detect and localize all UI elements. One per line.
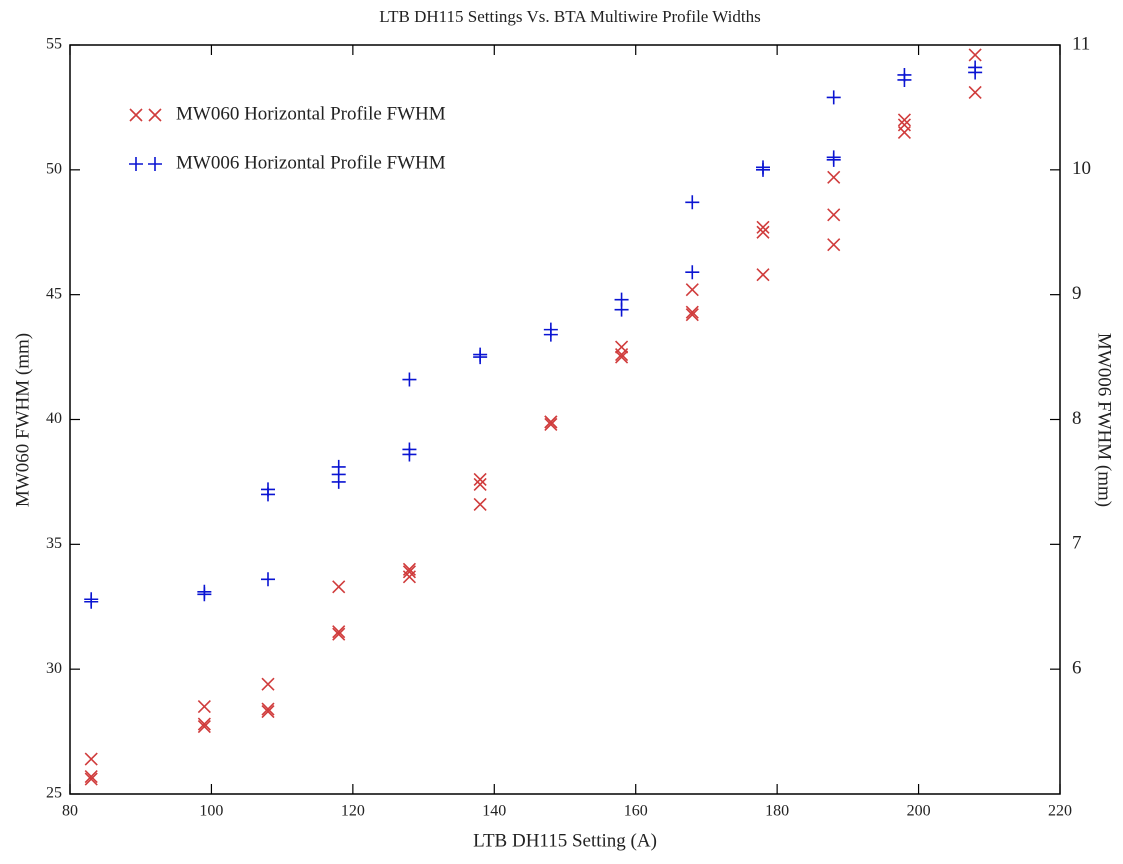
y-axis-label: MW060 FWHM (mm)	[12, 333, 33, 507]
scatter-point	[826, 152, 841, 167]
scatter-point	[615, 348, 629, 362]
scatter-point	[402, 565, 416, 579]
scatter-point	[897, 113, 911, 127]
y2-axis-label: MW006 FWHM (mm)	[1094, 333, 1115, 507]
scatter-point	[197, 717, 211, 731]
x-tick-label: 100	[199, 803, 223, 820]
y2-tick-label: 9	[1072, 283, 1082, 304]
scatter-point	[827, 238, 841, 252]
scatter-point	[685, 305, 699, 319]
scatter-point	[473, 477, 487, 491]
scatter-point	[756, 220, 770, 234]
y-tick-label: 35	[46, 535, 62, 552]
scatter-point	[473, 350, 488, 365]
scatter-point	[756, 162, 770, 177]
legend-marker	[148, 157, 162, 171]
scatter-point	[614, 302, 629, 317]
y2-tick-label: 6	[1072, 658, 1082, 679]
legend-marker	[148, 108, 162, 122]
scatter-point	[332, 580, 346, 594]
scatter-point	[826, 90, 841, 105]
scatter-point	[84, 772, 98, 786]
scatter-point	[84, 594, 99, 609]
x-tick-label: 160	[624, 803, 648, 820]
scatter-point	[84, 769, 98, 784]
scatter-point	[685, 195, 700, 210]
scatter-point	[402, 447, 417, 462]
scatter-point	[402, 570, 416, 584]
x-tick-label: 200	[907, 803, 931, 820]
legend-marker	[129, 108, 143, 122]
scatter-point	[261, 677, 275, 691]
scatter-point	[897, 125, 911, 139]
scatter-point	[756, 225, 770, 239]
scatter-point	[827, 170, 841, 184]
x-tick-label: 120	[341, 803, 365, 820]
y-tick-label: 40	[46, 410, 62, 427]
scatter-point	[968, 48, 982, 62]
y-tick-label: 30	[46, 660, 62, 677]
scatter-point	[473, 472, 487, 486]
y2-tick-label: 10	[1072, 158, 1091, 179]
scatter-point	[261, 705, 275, 719]
scatter-point	[332, 627, 346, 641]
scatter-point	[756, 268, 770, 282]
x-tick-label: 140	[482, 803, 506, 820]
chart-title: LTB DH115 Settings Vs. BTA Multiwire Pro…	[379, 7, 760, 26]
scatter-point	[968, 85, 982, 100]
scatter-point	[827, 208, 841, 222]
scatter-point	[543, 327, 558, 342]
y2-tick-label: 11	[1072, 33, 1090, 54]
y-tick-label: 55	[46, 36, 62, 53]
x-axis-label: LTB DH115 Setting (A)	[473, 830, 657, 851]
scatter-point	[331, 474, 346, 489]
scatter-point	[473, 497, 487, 511]
scatter-point	[197, 720, 211, 734]
scatter-point	[332, 625, 346, 639]
scatter-point	[261, 572, 275, 587]
y-tick-label: 45	[46, 285, 62, 302]
scatter-point	[197, 587, 212, 602]
x-tick-label: 80	[62, 803, 78, 820]
scatter-point	[544, 417, 558, 432]
scatter-point	[84, 752, 98, 766]
scatter-point	[615, 350, 629, 364]
scatter-point	[968, 65, 983, 80]
x-tick-label: 220	[1048, 803, 1072, 820]
scatter-point	[402, 372, 417, 387]
legend-label: MW006 Horizontal Profile FWHM	[176, 152, 446, 173]
y-tick-label: 50	[46, 161, 62, 178]
legend-marker	[129, 157, 143, 171]
x-tick-label: 180	[765, 803, 789, 820]
scatter-point	[544, 415, 558, 429]
scatter-point	[261, 702, 275, 716]
scatter-point	[685, 283, 699, 297]
scatter-point	[261, 487, 275, 502]
scatter-point	[685, 265, 700, 280]
legend-label: MW060 Horizontal Profile FWHM	[176, 103, 446, 124]
scatter-point	[197, 700, 211, 714]
scatter-point	[685, 308, 699, 322]
y-tick-label: 25	[46, 785, 62, 802]
y2-tick-label: 7	[1072, 533, 1082, 554]
y2-tick-label: 8	[1072, 408, 1082, 429]
scatter-point	[897, 72, 912, 87]
